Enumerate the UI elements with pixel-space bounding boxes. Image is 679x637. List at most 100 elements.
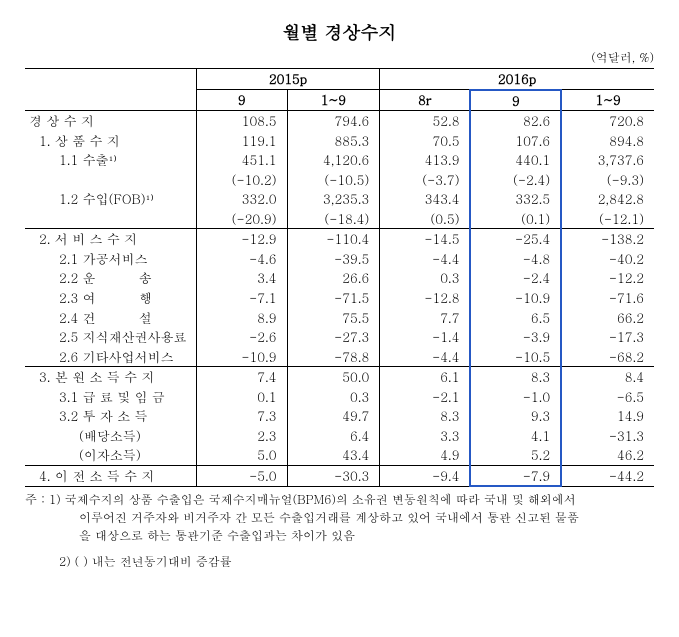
cell: -71.6 — [561, 288, 654, 308]
cell: 46.2 — [561, 445, 654, 465]
cell: 26.6 — [287, 268, 380, 288]
cell: 7.3 — [196, 406, 287, 426]
cell: 108.5 — [196, 111, 287, 131]
cell: -40.2 — [561, 249, 654, 269]
cell: 6.4 — [287, 426, 380, 446]
cell: 451.1 — [196, 150, 287, 170]
row-label: 1.1 수출¹⁾ — [25, 150, 196, 170]
row-label: (이자소득) — [25, 445, 196, 465]
cell: 8.3 — [470, 367, 561, 387]
cell: 6.5 — [470, 308, 561, 328]
cell: -14.5 — [380, 229, 471, 249]
cell: 885.3 — [287, 131, 380, 151]
cell: -4.6 — [196, 249, 287, 269]
cell: 8.9 — [196, 308, 287, 328]
cell: 70.5 — [380, 131, 471, 151]
row-label: 2. 서 비 스 수 지 — [25, 229, 196, 249]
row-label: 경 상 수 지 — [25, 111, 196, 131]
cell: 3.4 — [196, 268, 287, 288]
header-2016: 2016p — [380, 69, 654, 90]
cell: -12.9 — [196, 229, 287, 249]
cell: -4.4 — [380, 347, 471, 367]
header-c5: 1~9 — [561, 90, 654, 111]
cell: 8.3 — [380, 406, 471, 426]
row-label: 1.2 수입(FOB)¹⁾ — [25, 189, 196, 209]
cell: 107.6 — [470, 131, 561, 151]
footnotes: 주 : 1) 국제수지의 상품 수출입은 국제수지매뉴얼(BPM6)의 소유권 … — [25, 491, 654, 571]
footnote-1a: 주 : 1) 국제수지의 상품 수출입은 국제수지매뉴얼(BPM6)의 소유권 … — [25, 491, 654, 509]
cell: -30.3 — [287, 465, 380, 486]
header-c4: 9 — [470, 90, 561, 111]
unit-label: (억달러, %) — [25, 49, 654, 66]
cell: -1.4 — [380, 327, 471, 347]
cell: 66.2 — [561, 308, 654, 328]
cell: 49.7 — [287, 406, 380, 426]
cell: 894.8 — [561, 131, 654, 151]
header-c3: 8r — [380, 90, 471, 111]
cell: (-18.4) — [287, 209, 380, 229]
cell: -10.5 — [470, 347, 561, 367]
row-label: 2.2 운 송 — [25, 268, 196, 288]
cell: -4.4 — [380, 249, 471, 269]
cell: (0.1) — [470, 209, 561, 229]
cell: -31.3 — [561, 426, 654, 446]
row-label: (배당소득) — [25, 426, 196, 446]
cell: 794.6 — [287, 111, 380, 131]
row-label: 2.4 건 설 — [25, 308, 196, 328]
cell: -7.1 — [196, 288, 287, 308]
row-label: 3.1 급 료 및 임 금 — [25, 387, 196, 407]
cell: 119.1 — [196, 131, 287, 151]
cell: 343.4 — [380, 189, 471, 209]
cell: -39.5 — [287, 249, 380, 269]
footnote-1b: 이루어진 거주자와 비거주자 간 모든 수출입거래를 계상하고 있어 국내에서 … — [25, 509, 654, 527]
footnote-2: 2) ( ) 내는 전년동기대비 증감률 — [25, 553, 654, 571]
cell: (-20.9) — [196, 209, 287, 229]
row-label: 2.1 가공서비스 — [25, 249, 196, 269]
cell: 5.2 — [470, 445, 561, 465]
cell: 0.1 — [196, 387, 287, 407]
cell: -7.9 — [470, 465, 561, 486]
data-table: 2015p 2016p 9 1~9 8r 9 1~9 경 상 수 지108.57… — [25, 68, 654, 487]
cell: 9.3 — [470, 406, 561, 426]
cell: 43.4 — [287, 445, 380, 465]
cell: 50.0 — [287, 367, 380, 387]
cell: (0.5) — [380, 209, 471, 229]
row-label: 2.3 여 행 — [25, 288, 196, 308]
page-title: 월별 경상수지 — [25, 20, 654, 45]
cell: 8.4 — [561, 367, 654, 387]
cell: 7.4 — [196, 367, 287, 387]
footnote-1c: 을 대상으로 하는 통관기준 수출입과는 차이가 있음 — [25, 527, 654, 545]
row-label: 2.5 지식재산권사용료 — [25, 327, 196, 347]
cell: -110.4 — [287, 229, 380, 249]
cell: -17.3 — [561, 327, 654, 347]
cell: -138.2 — [561, 229, 654, 249]
row-label — [25, 170, 196, 190]
cell: -78.8 — [287, 347, 380, 367]
cell: -68.2 — [561, 347, 654, 367]
cell: (-10.2) — [196, 170, 287, 190]
cell: 413.9 — [380, 150, 471, 170]
row-label — [25, 209, 196, 229]
cell: -4.8 — [470, 249, 561, 269]
cell: -2.4 — [470, 268, 561, 288]
cell: 4.1 — [470, 426, 561, 446]
cell: -5.0 — [196, 465, 287, 486]
cell: 3,235.3 — [287, 189, 380, 209]
cell: -12.8 — [380, 288, 471, 308]
cell: 4,120.6 — [287, 150, 380, 170]
row-label: 2.6 기타사업서비스 — [25, 347, 196, 367]
cell: (-10.5) — [287, 170, 380, 190]
cell: -1.0 — [470, 387, 561, 407]
cell: 5.0 — [196, 445, 287, 465]
cell: 14.9 — [561, 406, 654, 426]
cell: 0.3 — [380, 268, 471, 288]
cell: 440.1 — [470, 150, 561, 170]
cell: (-2.4) — [470, 170, 561, 190]
cell: -10.9 — [470, 288, 561, 308]
cell: 3.3 — [380, 426, 471, 446]
cell: 3,737.6 — [561, 150, 654, 170]
cell: -71.5 — [287, 288, 380, 308]
cell: 720.8 — [561, 111, 654, 131]
cell: 332.5 — [470, 189, 561, 209]
cell: -12.2 — [561, 268, 654, 288]
